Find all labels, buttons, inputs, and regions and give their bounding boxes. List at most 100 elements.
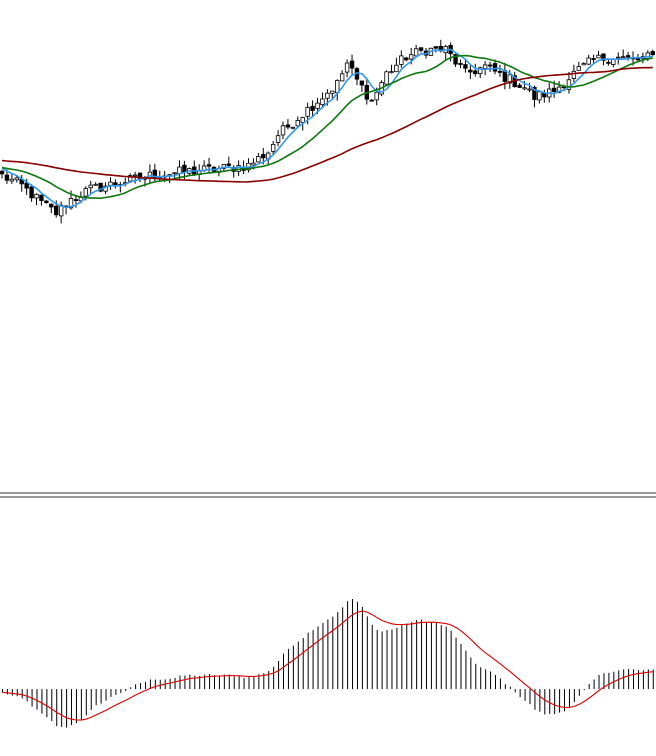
candle-body-down — [487, 64, 493, 67]
candle-body-down — [497, 70, 503, 73]
candle — [463, 59, 468, 73]
candle-body-up — [339, 73, 345, 82]
candle-body-up — [256, 156, 261, 163]
candle-body-up — [108, 181, 113, 186]
candle — [0, 170, 5, 179]
candle — [596, 50, 601, 59]
candle-body-down — [4, 174, 10, 181]
candle — [389, 64, 394, 74]
candle-body-down — [369, 99, 374, 102]
candle-body-up — [295, 120, 300, 127]
candle-body-up — [374, 91, 379, 101]
candle-body-up — [280, 125, 286, 136]
candle-body-down — [404, 57, 409, 61]
candle-body-up — [586, 57, 591, 65]
histogram-series — [2, 599, 654, 728]
candle-body-down — [29, 186, 34, 199]
candle — [335, 79, 340, 101]
candle-body-up — [325, 92, 330, 99]
candle — [468, 65, 473, 80]
candle-body-up — [478, 67, 483, 75]
candle-body-down — [285, 124, 291, 128]
candle-body-down — [601, 53, 606, 61]
candle — [581, 62, 586, 66]
candle-body-down — [113, 182, 118, 186]
candle — [320, 92, 325, 108]
candle-body-up — [270, 143, 276, 152]
candle-body-up — [556, 86, 562, 93]
candle — [14, 175, 19, 183]
moving-average-lines — [1, 48, 653, 209]
candle — [650, 49, 655, 57]
candle — [39, 194, 44, 206]
candle-body-up — [9, 178, 15, 182]
candle-body-up — [68, 198, 74, 209]
candle-body-up — [88, 184, 93, 189]
candle-body-down — [261, 154, 266, 159]
candle — [246, 158, 251, 173]
candle-body-up — [384, 71, 389, 85]
candle — [275, 130, 281, 147]
candle — [147, 164, 153, 185]
price-panel — [0, 39, 655, 224]
candle-body-down — [468, 69, 473, 73]
candle-body-up — [394, 64, 399, 73]
candle — [310, 100, 315, 118]
candle — [606, 59, 611, 66]
candle-body-up — [305, 107, 310, 117]
candle-body-down — [551, 87, 557, 92]
candle-body-up — [620, 56, 626, 59]
signal-line — [2, 610, 654, 721]
candle — [369, 98, 374, 102]
candlestick-series — [0, 39, 655, 224]
candle-body-up — [83, 188, 89, 197]
candle-body-down — [458, 63, 463, 65]
candle-body-down — [463, 64, 468, 69]
candle — [418, 47, 424, 53]
candle — [49, 203, 54, 214]
candle — [344, 59, 350, 78]
candle-body-up — [389, 71, 394, 74]
candle-body-down — [98, 182, 103, 192]
candle-body-up — [566, 79, 572, 90]
candle-body-up — [527, 88, 532, 91]
candle — [280, 121, 286, 140]
candle-body-up — [581, 63, 586, 66]
candle — [522, 80, 527, 91]
candle-body-up — [522, 87, 527, 90]
candle — [359, 80, 365, 92]
candle-body-up — [571, 70, 577, 79]
ma-mid-line — [1, 54, 653, 200]
candle-body-up — [330, 90, 335, 94]
candle-body-down — [606, 61, 611, 64]
panel-separator — [0, 492, 656, 498]
candle — [497, 64, 503, 77]
candle-body-down — [310, 105, 315, 111]
candle — [192, 160, 197, 177]
candle — [349, 54, 355, 75]
candle — [93, 182, 98, 186]
candle — [98, 182, 103, 193]
candle-body-up — [507, 74, 512, 84]
candle-body-down — [625, 55, 631, 58]
candle-body-up — [290, 126, 296, 129]
candle-body-up — [14, 177, 19, 181]
candle-body-down — [532, 86, 537, 100]
candle-body-down — [492, 63, 498, 72]
candle — [404, 56, 409, 62]
candle-body-down — [182, 164, 187, 173]
candle — [290, 126, 296, 130]
candle — [566, 71, 572, 94]
candle — [226, 156, 231, 168]
candle-body-up — [315, 102, 320, 109]
candle — [108, 177, 113, 191]
candle — [270, 141, 276, 156]
candle — [354, 66, 360, 86]
candle-body-down — [359, 80, 365, 86]
candle-body-down — [73, 199, 79, 201]
candle-body-up — [221, 164, 227, 169]
candle — [620, 49, 626, 59]
candle-body-up — [616, 56, 621, 59]
